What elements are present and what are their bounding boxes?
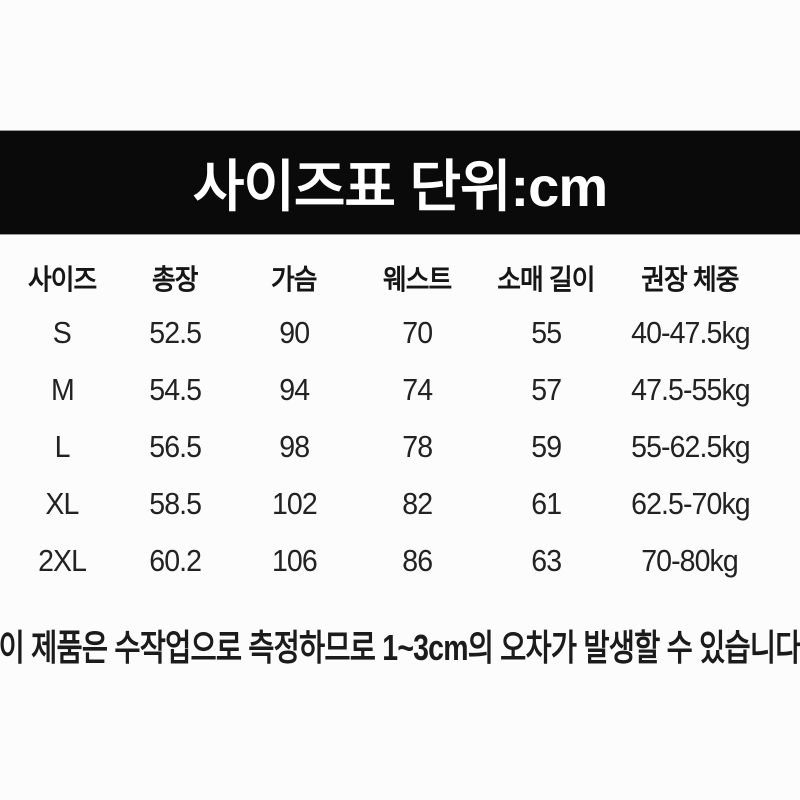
size-table: 사이즈 총장 가슴 웨스트 소매 길이 권장 체중 S 52.5 90 70 5… xyxy=(0,252,760,589)
cell-recommended-weight: 55-62.5kg xyxy=(630,428,750,464)
cell-recommended-weight: 62.5-70kg xyxy=(630,485,750,521)
column-header-waist: 웨스트 xyxy=(382,264,452,295)
cell-size: XL xyxy=(45,485,79,521)
cell-total-length: 56.5 xyxy=(149,428,202,464)
cell-chest: 102 xyxy=(271,485,318,521)
cell-chest: 98 xyxy=(279,428,310,464)
cell-size: S xyxy=(52,314,72,350)
cell-recommended-weight: 70-80kg xyxy=(641,542,740,578)
cell-total-length: 52.5 xyxy=(149,314,202,350)
column-header-chest: 가슴 xyxy=(271,264,317,295)
cell-sleeve-length: 55 xyxy=(531,314,562,350)
title-banner: 사이즈표 단위:cm xyxy=(0,131,800,234)
cell-chest: 106 xyxy=(271,542,318,578)
column-header-sleeve-length: 소매 길이 xyxy=(497,264,595,295)
cell-recommended-weight: 40-47.5kg xyxy=(630,314,750,350)
cell-total-length: 58.5 xyxy=(149,485,202,521)
measurement-disclaimer-text: 이 제품은 수작업으로 측정하므로 1~3cm의 오차가 발생할 수 있습니다 xyxy=(0,627,800,668)
page-title: 사이즈표 단위:cm xyxy=(192,155,608,218)
cell-sleeve-length: 59 xyxy=(531,428,562,464)
cell-recommended-weight: 47.5-55kg xyxy=(630,371,750,407)
cell-waist: 86 xyxy=(402,542,433,578)
column-header-recommended-weight: 권장 체중 xyxy=(641,264,739,295)
cell-size: M xyxy=(50,371,75,407)
cell-sleeve-length: 61 xyxy=(531,485,562,521)
cell-chest: 90 xyxy=(279,314,310,350)
cell-size: L xyxy=(54,428,71,464)
column-header-total-length: 총장 xyxy=(152,264,198,295)
cell-sleeve-length: 63 xyxy=(531,542,562,578)
cell-waist: 78 xyxy=(402,428,433,464)
cell-total-length: 54.5 xyxy=(149,371,202,407)
cell-size: 2XL xyxy=(37,542,87,578)
cell-sleeve-length: 57 xyxy=(531,371,562,407)
cell-waist: 70 xyxy=(402,314,433,350)
column-header-size: 사이즈 xyxy=(27,264,97,295)
cell-waist: 74 xyxy=(402,371,433,407)
cell-waist: 82 xyxy=(402,485,433,521)
measurement-disclaimer: 이 제품은 수작업으로 측정하므로 1~3cm의 오차가 발생할 수 있습니다 xyxy=(0,626,800,668)
cell-total-length: 60.2 xyxy=(149,542,202,578)
cell-chest: 94 xyxy=(279,371,310,407)
